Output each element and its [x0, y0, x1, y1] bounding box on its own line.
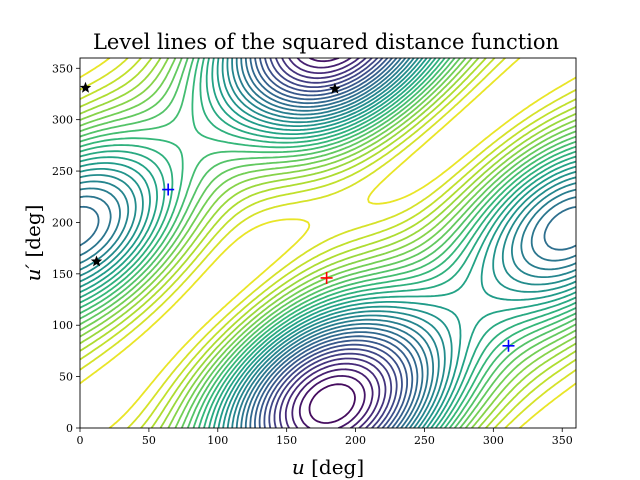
star-marker: [329, 82, 341, 94]
critical-point-markers: [80, 81, 515, 352]
contour-level-12: [80, 58, 576, 428]
contour-lines: [80, 58, 576, 428]
contour-level-14: [80, 58, 576, 428]
contour-level-32: [308, 383, 356, 424]
y-tick-label: 100: [52, 319, 73, 332]
contour-level-1: [80, 58, 576, 428]
contour-level-28: [279, 58, 387, 428]
contour-level-15: [80, 58, 576, 428]
x-tick-label: 250: [414, 434, 435, 447]
chart-title: Level lines of the squared distance func…: [93, 30, 559, 54]
x-tick-label: 50: [142, 434, 156, 447]
x-axis-ticks: 0 50 100 150 200 250 300 350: [77, 428, 573, 447]
x-tick-label: 300: [483, 434, 504, 447]
contour-level-9: [80, 58, 576, 428]
x-axis-variable: u: [292, 455, 305, 479]
contour-level-21: [80, 58, 576, 428]
contour-level-24: [258, 58, 408, 428]
contour-level-31: [298, 58, 366, 428]
x-axis-label: u [deg]: [292, 455, 364, 479]
contour-level-11: [80, 58, 576, 428]
contour-level-6: [80, 58, 576, 428]
contour-level-30: [291, 58, 374, 428]
contour-level-25: [263, 58, 403, 428]
y-axis-label: u′ [deg]: [21, 205, 45, 282]
x-tick-label: 100: [207, 434, 228, 447]
contour-level-22: [249, 58, 419, 428]
x-tick-label: 0: [77, 434, 84, 447]
contour-level-16: [80, 58, 576, 428]
y-tick-label: 150: [52, 268, 73, 281]
y-axis-ticks: 0 50 100 150 200 250 300 350: [52, 62, 80, 435]
contour-level-3: [80, 58, 576, 428]
y-tick-label: 50: [59, 371, 73, 384]
contour-level-23: [254, 58, 414, 428]
contour-level-7: [80, 58, 576, 428]
x-tick-label: 350: [552, 434, 573, 447]
x-axis-unit: [deg]: [311, 455, 364, 479]
plus-marker: [320, 271, 333, 284]
contour-level-13: [80, 58, 576, 428]
y-tick-label: 200: [52, 216, 73, 229]
plot-frame: [79, 57, 577, 429]
contour-level-27: [273, 58, 393, 428]
star-marker: [80, 81, 92, 93]
contour-level-20: [80, 58, 576, 428]
contour-level-29: [284, 58, 381, 428]
y-axis-variable: u′: [21, 264, 45, 282]
x-tick-label: 200: [345, 434, 366, 447]
contour-level-26: [268, 58, 398, 428]
contour-level-4: [80, 58, 576, 428]
plus-marker: [502, 339, 515, 352]
star-marker: [90, 255, 103, 267]
contour-level-8: [80, 58, 576, 428]
contour-level-19: [80, 58, 576, 428]
y-tick-label: 300: [52, 114, 73, 127]
x-tick-label: 150: [276, 434, 297, 447]
y-tick-label: 250: [52, 165, 73, 178]
contour-level-5: [80, 58, 576, 428]
contour-level-17: [80, 58, 576, 428]
y-tick-label: 350: [52, 62, 73, 75]
plus-marker: [162, 183, 175, 196]
y-tick-label: 0: [66, 422, 73, 435]
contour-level-18: [80, 58, 576, 428]
y-axis-unit: [deg]: [21, 205, 45, 258]
